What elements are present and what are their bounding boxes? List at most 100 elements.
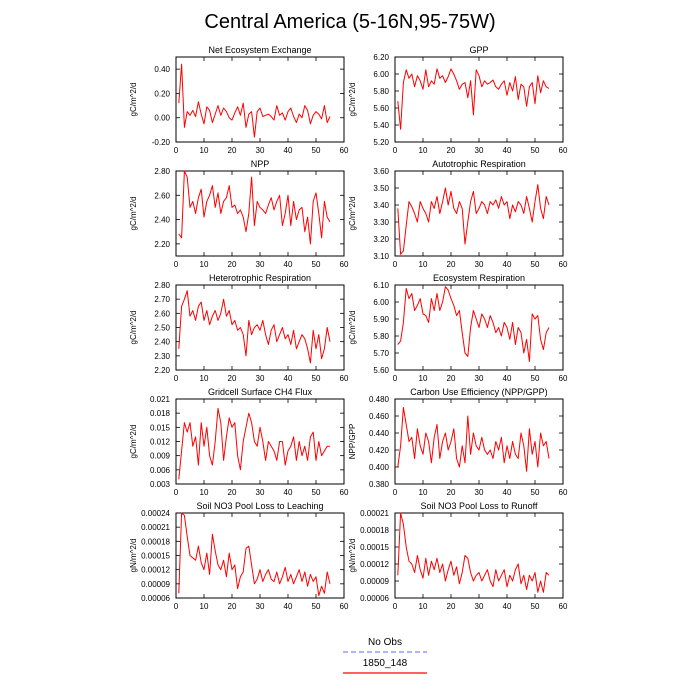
- y-tick-label: 0.00015: [360, 543, 389, 552]
- x-tick-label: 10: [200, 260, 209, 269]
- chart-panel: Soil NO3 Pool Loss to Runoff 0 10 20 30 40 50 6…: [348, 501, 568, 611]
- y-tick-label: -0.20: [152, 138, 171, 147]
- x-tick-label: 30: [256, 146, 265, 155]
- panel-title: NPP: [251, 159, 270, 169]
- chart-panel: Soil NO3 Pool Loss to Leaching 0 10 20 30 40 5…: [129, 501, 349, 611]
- y-axis-label: gC/m^2/d: [129, 311, 138, 345]
- x-tick-label: 10: [419, 602, 428, 611]
- y-tick-label: 0.012: [150, 438, 171, 447]
- x-tick-label: 50: [531, 602, 540, 611]
- y-tick-label: 0.480: [369, 395, 390, 404]
- x-tick-label: 30: [256, 602, 265, 611]
- x-tick-label: 50: [312, 602, 321, 611]
- chart-panel: Carbon Use Efficiency (NPP/GPP) 0 10 20 30 40…: [348, 387, 568, 497]
- y-axis-label: gN/m^2/d: [348, 539, 357, 573]
- y-axis-label: gC/m^2/d: [129, 197, 138, 231]
- y-axis-label: gC/m^2/d: [348, 83, 357, 117]
- y-tick-label: 3.30: [373, 218, 389, 227]
- panel-title: Soil NO3 Pool Loss to Leaching: [196, 501, 323, 511]
- x-tick-label: 0: [174, 260, 179, 269]
- x-tick-label: 20: [447, 488, 456, 497]
- y-tick-label: 6.00: [373, 298, 389, 307]
- y-tick-label: 5.20: [373, 138, 389, 147]
- y-tick-label: 0.00006: [141, 594, 170, 603]
- plot-frame: [394, 56, 564, 143]
- x-tick-label: 50: [312, 146, 321, 155]
- plot-frame: [175, 284, 345, 371]
- y-tick-label: 5.90: [373, 315, 389, 324]
- y-tick-label: 0.009: [150, 452, 171, 461]
- y-tick-label: 0.00015: [141, 552, 170, 561]
- x-tick-label: 10: [419, 146, 428, 155]
- x-tick-label: 10: [419, 488, 428, 497]
- x-tick-label: 40: [503, 602, 512, 611]
- x-tick-label: 20: [228, 260, 237, 269]
- x-tick-label: 40: [503, 146, 512, 155]
- x-tick-label: 20: [228, 146, 237, 155]
- panel-title: Heterotrophic Respiration: [209, 273, 311, 283]
- x-tick-label: 50: [531, 488, 540, 497]
- x-tick-label: 0: [174, 374, 179, 383]
- x-tick-label: 40: [284, 602, 293, 611]
- series-line: [397, 68, 550, 130]
- chart-panel: GPP 0 10 20 30 40 50 60 5.20 5.40 5.60 5.80 6.00 6.20…: [348, 45, 568, 155]
- y-axis-label: gC/m^2/d: [129, 83, 138, 117]
- y-tick-label: 0.00: [154, 114, 170, 123]
- plot-frame: [394, 512, 564, 599]
- x-tick-label: 40: [284, 374, 293, 383]
- y-tick-label: 0.20: [154, 89, 170, 98]
- y-tick-label: 2.30: [154, 352, 170, 361]
- y-tick-label: 2.60: [154, 309, 170, 318]
- x-tick-label: 20: [447, 260, 456, 269]
- y-tick-label: 3.40: [373, 201, 389, 210]
- y-tick-label: 0.018: [150, 409, 171, 418]
- x-tick-label: 50: [312, 374, 321, 383]
- y-tick-label: 2.40: [154, 338, 170, 347]
- y-axis-label: NPP/GPP: [348, 424, 357, 460]
- chart-panel: Net Ecosystem Exchange 0 10 20 30 40 50 60 -0.20…: [129, 45, 349, 155]
- panel-title: Net Ecosystem Exchange: [208, 45, 311, 55]
- x-tick-label: 50: [531, 146, 540, 155]
- chart-panel: NPP 0 10 20 30 40 50 60 2.20 2.40 2.60 2.80 gC/m^2/d: [129, 159, 349, 269]
- x-tick-label: 50: [531, 374, 540, 383]
- panel-title: Gridcell Surface CH4 Flux: [208, 387, 313, 397]
- plot-frame: [175, 56, 345, 143]
- x-tick-label: 40: [284, 146, 293, 155]
- x-tick-label: 30: [256, 260, 265, 269]
- y-tick-label: 0.015: [150, 423, 171, 432]
- chart-panels: Net Ecosystem Exchange 0 10 20 30 40 50 60 -0.20…: [129, 45, 568, 611]
- y-axis-label: gC/m^2/d: [348, 197, 357, 231]
- x-tick-label: 30: [475, 488, 484, 497]
- x-tick-label: 0: [393, 374, 398, 383]
- x-tick-label: 20: [447, 602, 456, 611]
- x-tick-label: 60: [340, 374, 349, 383]
- legend: No Obs 1850_148: [343, 637, 427, 674]
- plot-frame: [394, 170, 564, 257]
- y-tick-label: 0.440: [369, 429, 390, 438]
- x-tick-label: 10: [200, 146, 209, 155]
- x-tick-label: 50: [531, 260, 540, 269]
- chart-panel: Heterotrophic Respiration 0 10 20 30 40 50 60 2.…: [129, 273, 349, 383]
- x-tick-label: 60: [340, 260, 349, 269]
- panel-title: Soil NO3 Pool Loss to Runoff: [421, 501, 538, 511]
- x-tick-label: 60: [559, 374, 568, 383]
- x-tick-label: 10: [200, 488, 209, 497]
- y-tick-label: 0.003: [150, 480, 171, 489]
- series-line: [397, 512, 550, 593]
- x-tick-label: 60: [340, 602, 349, 611]
- x-tick-label: 60: [559, 146, 568, 155]
- series-line: [397, 407, 550, 472]
- y-tick-label: 0.00009: [141, 580, 170, 589]
- x-tick-label: 20: [228, 488, 237, 497]
- series-line: [178, 290, 331, 364]
- x-tick-label: 20: [447, 146, 456, 155]
- y-tick-label: 0.00018: [141, 537, 170, 546]
- x-tick-label: 40: [284, 488, 293, 497]
- y-tick-label: 2.50: [154, 324, 170, 333]
- y-axis-label: gC/m^2/d: [129, 425, 138, 459]
- series-line: [397, 286, 550, 362]
- y-tick-label: 2.80: [154, 167, 170, 176]
- y-tick-label: 0.00009: [360, 577, 389, 586]
- x-tick-label: 50: [312, 488, 321, 497]
- y-tick-label: 0.00006: [360, 594, 389, 603]
